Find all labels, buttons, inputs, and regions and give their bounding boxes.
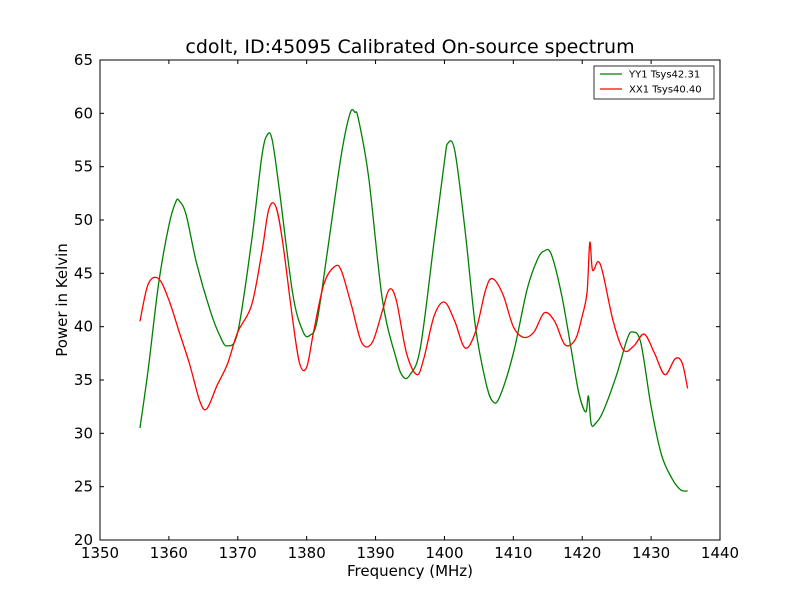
x-tick-label: 1420: [563, 544, 601, 562]
y-axis-label: Power in Kelvin: [53, 243, 71, 357]
x-axis: 1350 1360 1370 1380 1390 1400 1410 1420 1430 1440: [81, 60, 739, 562]
series-line-xx1: [139, 202, 689, 411]
y-tick-label: 65: [74, 51, 93, 69]
x-tick-label: 1380: [288, 544, 326, 562]
y-tick-label: 20: [74, 531, 93, 549]
x-tick-label: 1390: [356, 544, 394, 562]
y-tick-label: 40: [74, 318, 93, 336]
series-line-yy1: [139, 108, 688, 492]
x-tick-label: 1410: [494, 544, 532, 562]
y-tick-label: 45: [74, 264, 93, 282]
chart-title: cdolt, ID:45095 Calibrated On-source spe…: [185, 36, 634, 58]
legend-box: [593, 65, 715, 100]
y-axis: 20 25 30 35 40 45 50 55 60 65: [74, 51, 720, 549]
x-tick-label: 1370: [219, 544, 257, 562]
x-tick-label: 1400: [425, 544, 463, 562]
x-axis-label: Frequency (MHz): [347, 562, 473, 580]
y-tick-label: 35: [74, 371, 93, 389]
plot-frame: [99, 59, 721, 541]
y-tick-label: 25: [74, 478, 93, 496]
legend-label-yy1: YY1 Tsys42.31: [628, 70, 700, 81]
x-tick-label: 1440: [701, 544, 739, 562]
y-tick-label: 60: [74, 104, 93, 122]
y-tick-label: 30: [74, 424, 93, 442]
plot-lines: [139, 108, 689, 492]
x-tick-label: 1430: [632, 544, 670, 562]
legend-label-xx1: XX1 Tsys40.40: [629, 85, 702, 96]
y-tick-label: 55: [74, 158, 93, 176]
x-tick-label: 1360: [150, 544, 188, 562]
legend: YY1 Tsys42.31 XX1 Tsys40.40: [593, 65, 715, 100]
x-tick-label: 1350: [81, 544, 119, 562]
y-tick-label: 50: [74, 211, 93, 229]
